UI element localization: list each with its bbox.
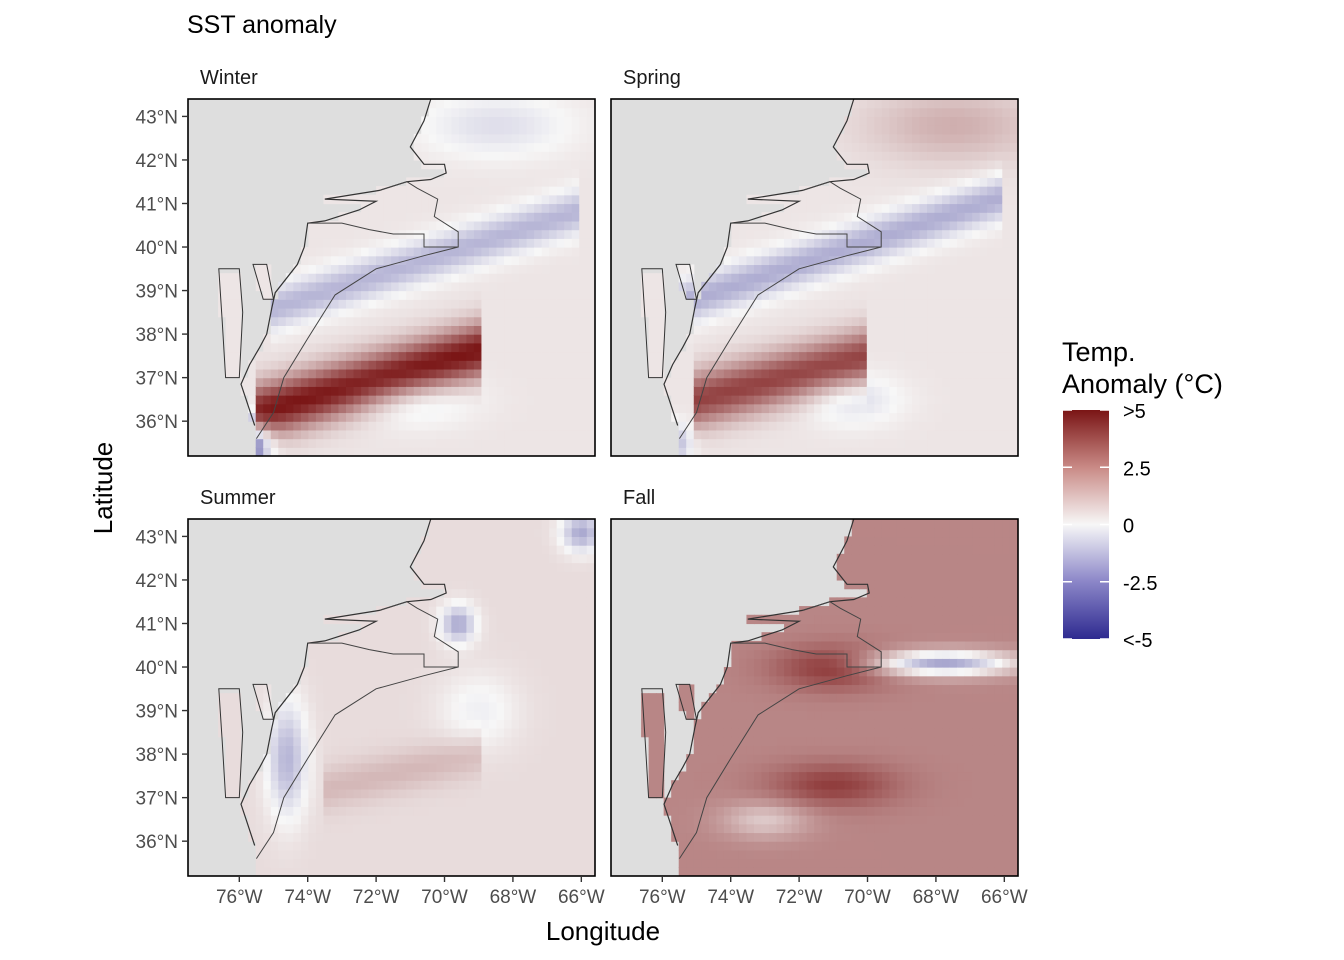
bay-outline <box>218 688 244 799</box>
panel-border <box>610 98 1019 457</box>
sst-raster <box>611 99 1018 456</box>
legend-tick-label: >5 <box>1123 401 1146 423</box>
y-axis-title: Latitude <box>88 442 118 535</box>
x-tick-label: 70°W <box>844 887 891 908</box>
panel-border <box>187 518 596 877</box>
bay-outline <box>675 263 698 300</box>
legend-tick-label: 2.5 <box>1123 458 1151 480</box>
legend-title-line1: Temp. <box>1062 337 1136 367</box>
legend-ticks: >5 2.5 0 -2.5 <-5 <box>1063 401 1157 652</box>
y-tick-label: 37°N <box>136 369 178 390</box>
facet-panel-spring: Spring <box>610 67 1019 457</box>
x-axis-right: 76°W 74°W 72°W 70°W 68°W 66°W <box>639 876 1028 908</box>
coastline <box>663 519 870 846</box>
y-tick-label: 40°N <box>136 238 178 259</box>
facet-label: Summer <box>200 487 276 509</box>
bay-outline <box>641 268 667 379</box>
y-tick-label: 38°N <box>136 325 178 346</box>
legend-tick-label: 0 <box>1123 516 1134 538</box>
x-axis-left: 76°W 74°W 72°W 70°W 68°W 66°W <box>216 876 605 908</box>
sst-raster <box>188 519 595 876</box>
bay-outline <box>252 263 275 300</box>
x-tick-label: 76°W <box>639 887 686 908</box>
y-tick-label: 36°N <box>136 412 178 433</box>
x-tick-label: 72°W <box>776 887 823 908</box>
shelf-boundary <box>678 666 882 859</box>
x-axis-title: Longitude <box>546 916 660 946</box>
facet-label: Winter <box>200 67 258 89</box>
y-tick-label: 39°N <box>136 702 178 723</box>
legend-tick-label: <-5 <box>1123 630 1152 652</box>
y-tick-label: 40°N <box>136 658 178 679</box>
y-tick-label: 39°N <box>136 282 178 303</box>
y-axis-bottom: 43°N 42°N 41°N 40°N 39°N 38°N 37°N 36°N <box>136 527 188 853</box>
coastline <box>663 99 870 426</box>
bay-outline <box>675 683 698 720</box>
coastline <box>240 519 447 846</box>
y-tick-label: 42°N <box>136 571 178 592</box>
x-tick-label: 70°W <box>421 887 468 908</box>
plot-title: SST anomaly <box>187 11 337 39</box>
legend-title-line2: Anomaly (°C) <box>1062 369 1223 399</box>
panel-border <box>187 98 596 457</box>
y-tick-label: 37°N <box>136 789 178 810</box>
x-tick-label: 66°W <box>981 887 1028 908</box>
facet-panels: Winter Spring Summer Fall <box>187 67 1019 877</box>
bay-outline <box>218 268 244 379</box>
sst-raster <box>611 519 1018 876</box>
y-tick-label: 41°N <box>136 614 178 635</box>
x-tick-label: 76°W <box>216 887 263 908</box>
panel-border <box>610 518 1019 877</box>
legend-tick-label: -2.5 <box>1123 573 1157 595</box>
facet-panel-winter: Winter <box>187 67 596 457</box>
shelf-boundary <box>255 666 459 859</box>
facet-label: Spring <box>623 67 681 89</box>
x-tick-label: 74°W <box>707 887 754 908</box>
y-tick-label: 36°N <box>136 832 178 853</box>
y-tick-label: 43°N <box>136 107 178 128</box>
y-axis-top: 43°N 42°N 41°N 40°N 39°N 38°N 37°N 36°N <box>136 107 188 433</box>
shelf-boundary <box>255 246 459 439</box>
facet-panel-fall: Fall <box>610 487 1019 877</box>
x-tick-label: 66°W <box>558 887 605 908</box>
coastline <box>240 99 447 426</box>
y-tick-label: 38°N <box>136 745 178 766</box>
facet-panel-summer: Summer <box>187 487 596 877</box>
y-tick-label: 43°N <box>136 527 178 548</box>
x-tick-label: 68°W <box>490 887 537 908</box>
color-legend: Temp. Anomaly (°C) >5 2.5 0 -2.5 <-5 <box>1062 337 1223 652</box>
x-tick-label: 72°W <box>353 887 400 908</box>
bay-outline <box>641 688 667 799</box>
sst-raster <box>188 99 595 456</box>
y-tick-label: 41°N <box>136 194 178 215</box>
bay-outline <box>252 683 275 720</box>
y-tick-label: 42°N <box>136 151 178 172</box>
x-tick-label: 74°W <box>284 887 331 908</box>
facet-label: Fall <box>623 487 655 509</box>
shelf-boundary <box>678 246 882 439</box>
x-tick-label: 68°W <box>913 887 960 908</box>
